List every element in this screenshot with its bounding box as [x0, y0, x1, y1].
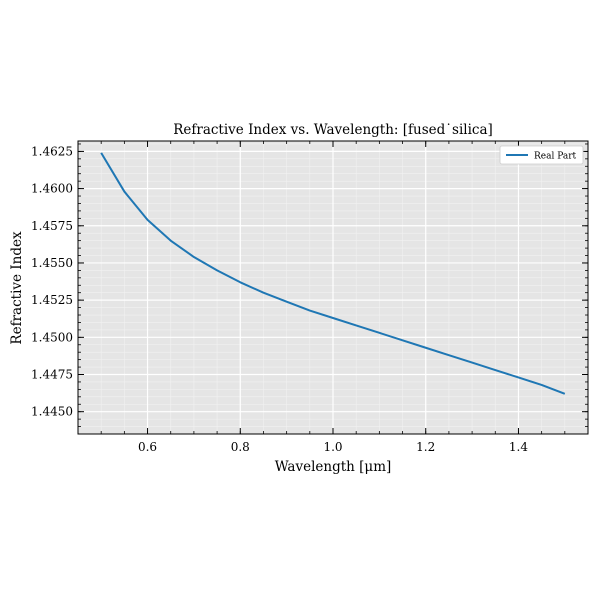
legend-label-real-part: Real Part — [534, 152, 577, 162]
x-tick-label: 1.0 — [323, 440, 342, 454]
legend: Real Part — [499, 145, 584, 165]
x-axis-label: Wavelength [μm] — [275, 459, 392, 475]
series-layer — [100, 152, 566, 395]
y-tick-label: 1.4625 — [31, 144, 73, 158]
x-tick-label: 1.2 — [416, 440, 435, 454]
x-tick-label: 0.6 — [138, 440, 157, 454]
y-tick-label: 1.4475 — [31, 368, 73, 382]
y-tick-label: 1.4525 — [31, 293, 73, 307]
series-line-real-part — [100, 152, 566, 395]
y-tick-label: 1.4450 — [31, 405, 73, 419]
grid — [77, 141, 589, 435]
x-tick-label: 1.4 — [509, 440, 528, 454]
x-tick-label: 0.8 — [231, 440, 250, 454]
legend-box — [499, 145, 584, 165]
y-tick-label: 1.4550 — [31, 256, 73, 270]
axis-ticks: 0.6 0.8 1.0 1.2 1.4 1.4450 1.4475 1.4500 1.4525 1… — [31, 141, 589, 454]
chart-title: Refractive Index vs. Wavelength: [fused˙… — [173, 122, 493, 138]
y-tick-label: 1.4575 — [31, 219, 73, 233]
y-axis-label: Refractive Index — [9, 231, 25, 345]
y-tick-label: 1.4600 — [31, 182, 73, 196]
y-tick-label: 1.4500 — [31, 330, 73, 344]
